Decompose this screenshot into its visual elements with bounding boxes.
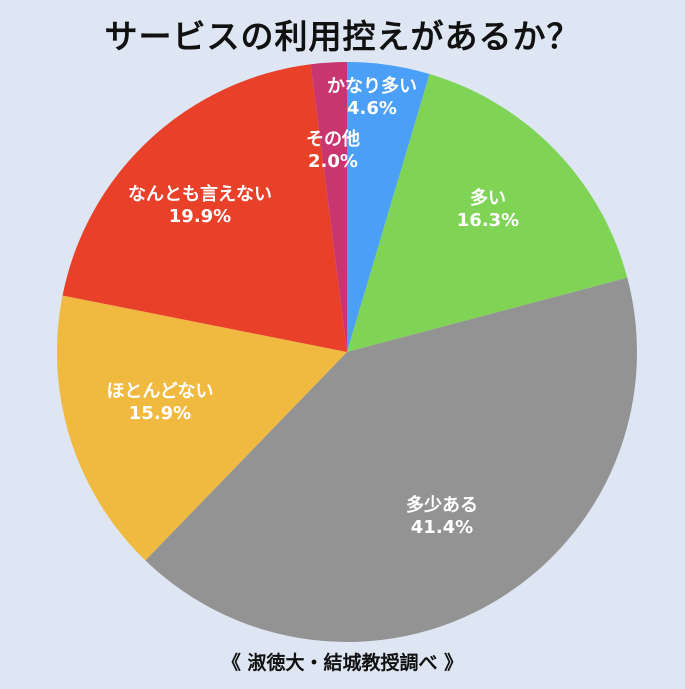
slice-value-label: 19.9% (169, 206, 231, 227)
pie-slice (347, 74, 628, 352)
pie-slice (62, 64, 348, 352)
slice-label: ほとんどない (106, 381, 213, 402)
slice-value-label: 41.4% (411, 517, 473, 538)
slice-value-label: 16.3% (457, 210, 519, 231)
slice-label: その他 (306, 128, 360, 150)
chart-title: サービスの利用控えがあるか？ (104, 17, 581, 56)
slice-label: なんとも言えない (128, 183, 272, 205)
slice-value-label: 4.6% (347, 98, 397, 119)
pie-slice (145, 277, 637, 642)
slice-label: 多い (470, 187, 506, 209)
slice-value-label: 2.0% (308, 151, 358, 172)
slice-value-label: 15.9% (129, 403, 191, 424)
source-note: 《 淑徳大・結城教授調べ 》 (221, 652, 464, 674)
pie-slice (57, 295, 348, 561)
slice-label: 多少ある (406, 494, 478, 516)
pie-slice (347, 62, 430, 352)
slice-label: かなり多い (327, 75, 417, 97)
pie-slices (57, 62, 637, 642)
pie-slice (310, 62, 347, 352)
